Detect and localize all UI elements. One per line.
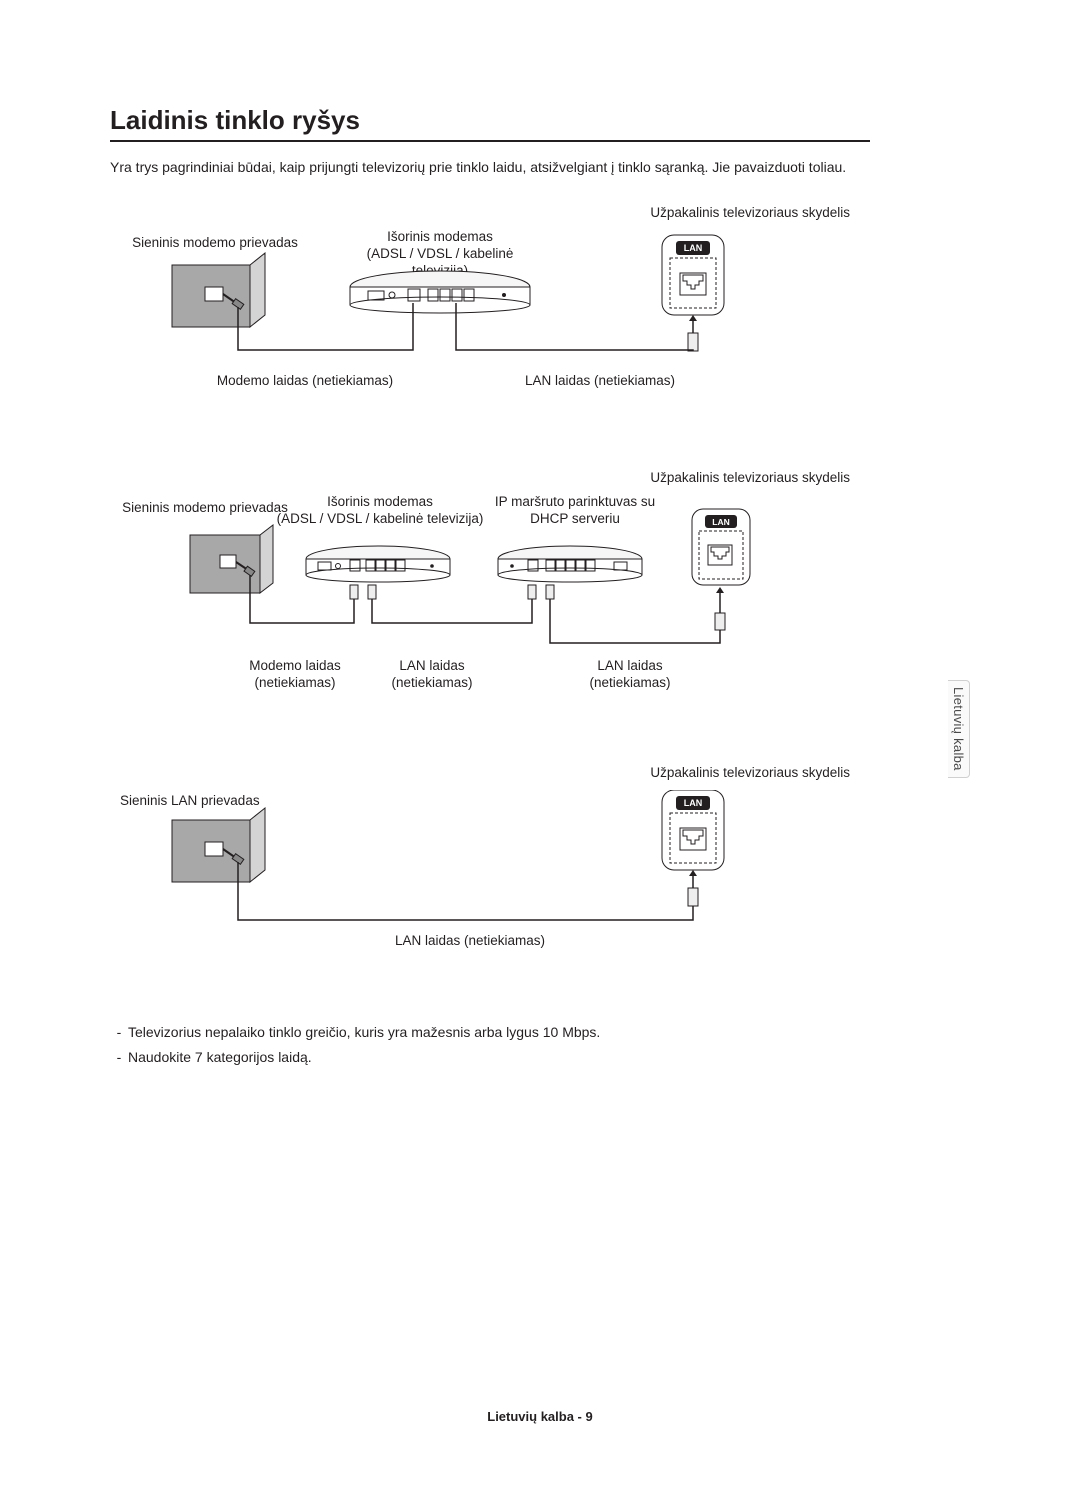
mc2-l1: Modemo laidas [249,658,341,673]
notes-list: -Televizorius nepalaiko tinklo greičio, … [110,1020,870,1070]
plug-icon [688,315,698,351]
svg-text:LAN: LAN [712,517,729,527]
tv-panel-icon: LAN [662,790,724,870]
wall-plate-icon [172,808,265,882]
diagram-3: Užpakalinis televizoriaus skydelis Sieni… [110,765,850,965]
plug-icon [715,587,725,630]
modem-icon [306,546,450,582]
lan-badge: LAN [684,243,703,253]
note-1: Televizorius nepalaiko tinklo greičio, k… [128,1024,600,1040]
tv-panel-icon: LAN [662,235,724,315]
tv-panel-icon: LAN [692,509,750,585]
page-title: Laidinis tinklo ryšys [110,105,870,142]
mc2-l2: (netiekiamas) [254,675,335,690]
modem-cable-label: Modemo laidas (netiekiamas) [195,373,415,390]
lc2b-l2: (netiekiamas) [589,675,670,690]
tv-panel-label: Užpakalinis televizoriaus skydelis [590,205,850,222]
lan-cable-2a: LAN laidas (netiekiamas) [372,658,492,692]
note-item: -Televizorius nepalaiko tinklo greičio, … [110,1020,870,1045]
tv-panel-label-3: Užpakalinis televizoriaus skydelis [590,765,850,782]
lc2b-l1: LAN laidas [597,658,662,673]
svg-text:LAN: LAN [684,798,703,808]
lc2a-l2: (netiekiamas) [391,675,472,690]
note-item: -Naudokite 7 kategorijos laidą. [110,1045,870,1070]
lan-cable-3: LAN laidas (netiekiamas) [360,933,580,950]
diagram-1: Užpakalinis televizoriaus skydelis Sieni… [110,205,850,415]
wall-plate-icon [172,253,265,327]
wall-plate-icon [190,525,273,593]
cable-3 [238,862,693,920]
intro-text: Yra trys pagrindiniai būdai, kaip prijun… [110,158,870,177]
language-side-tab: Lietuvių kalba [948,680,970,778]
lan-cable-2b: LAN laidas (netiekiamas) [570,658,690,692]
modem-cable-2: Modemo laidas (netiekiamas) [230,658,360,692]
diagram-2: Užpakalinis televizoriaus skydelis Sieni… [110,470,850,710]
lan-cable-label: LAN laidas (netiekiamas) [490,373,710,390]
router-icon [498,546,642,582]
note-2: Naudokite 7 kategorijos laidą. [128,1049,312,1065]
tv-panel-label-2: Užpakalinis televizoriaus skydelis [590,470,850,487]
modem-icon [350,271,530,313]
lc2a-l1: LAN laidas [399,658,464,673]
page-footer: Lietuvių kalba - 9 [0,1409,1080,1424]
plug-icon [688,870,698,906]
